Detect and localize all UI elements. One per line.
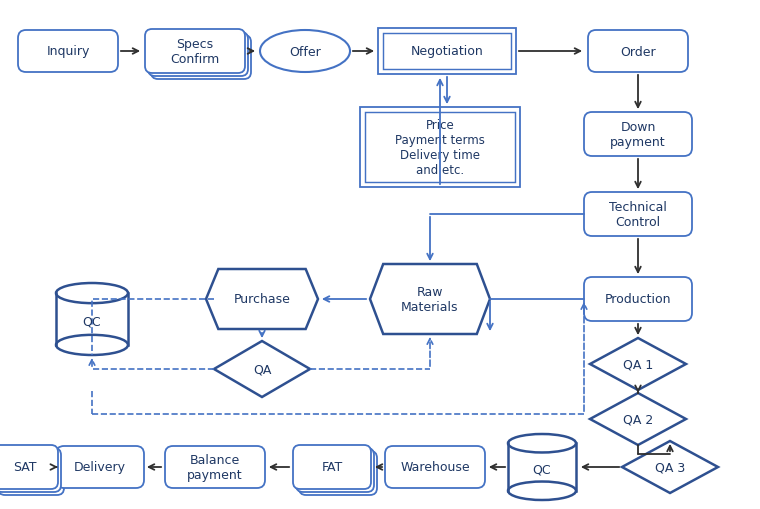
Text: Technical
Control: Technical Control: [609, 201, 667, 229]
Polygon shape: [590, 393, 686, 445]
Bar: [508, 443, 576, 491]
FancyBboxPatch shape: [165, 446, 265, 488]
FancyBboxPatch shape: [56, 446, 144, 488]
Text: Balance
payment: Balance payment: [187, 453, 242, 481]
Polygon shape: [370, 265, 490, 334]
FancyBboxPatch shape: [584, 277, 692, 321]
Text: QA 2: QA 2: [623, 413, 653, 426]
FancyBboxPatch shape: [584, 113, 692, 157]
Ellipse shape: [508, 482, 576, 500]
FancyBboxPatch shape: [584, 192, 692, 237]
Text: Price
Payment terms
Delivery time
and etc.: Price Payment terms Delivery time and et…: [395, 119, 485, 177]
Text: Negotiation: Negotiation: [410, 45, 483, 59]
Text: Delivery: Delivery: [74, 461, 126, 473]
Text: Offer: Offer: [289, 45, 321, 59]
Ellipse shape: [56, 335, 128, 355]
FancyBboxPatch shape: [299, 451, 377, 495]
Bar: [56, 294, 128, 345]
FancyBboxPatch shape: [0, 451, 64, 495]
FancyBboxPatch shape: [588, 31, 688, 73]
FancyBboxPatch shape: [0, 448, 61, 492]
Text: Warehouse: Warehouse: [401, 461, 470, 473]
Bar: [383, 34, 511, 70]
Text: QA: QA: [253, 363, 271, 376]
Text: QC: QC: [83, 315, 101, 328]
FancyBboxPatch shape: [0, 445, 58, 489]
Text: QA 3: QA 3: [655, 461, 685, 473]
FancyBboxPatch shape: [385, 446, 485, 488]
Bar: [365, 113, 515, 183]
FancyBboxPatch shape: [151, 36, 251, 80]
Text: Production: Production: [605, 293, 671, 306]
Ellipse shape: [56, 284, 128, 303]
Ellipse shape: [260, 31, 350, 73]
Text: Raw
Materials: Raw Materials: [401, 286, 459, 314]
Polygon shape: [622, 441, 718, 493]
Ellipse shape: [508, 434, 576, 453]
Bar: [378, 29, 516, 75]
Bar: [360, 108, 520, 188]
Text: Purchase: Purchase: [233, 293, 290, 306]
FancyBboxPatch shape: [293, 445, 371, 489]
Text: FAT: FAT: [321, 461, 343, 473]
Text: Specs
Confirm: Specs Confirm: [170, 38, 220, 66]
Text: Inquiry: Inquiry: [46, 45, 90, 59]
FancyBboxPatch shape: [18, 31, 118, 73]
FancyBboxPatch shape: [145, 30, 245, 74]
FancyBboxPatch shape: [296, 448, 374, 492]
Polygon shape: [206, 269, 318, 329]
Text: Down
payment: Down payment: [610, 121, 666, 149]
Text: Order: Order: [620, 45, 656, 59]
Polygon shape: [214, 342, 310, 397]
Text: QC: QC: [533, 463, 551, 475]
Text: SAT: SAT: [13, 461, 36, 473]
FancyBboxPatch shape: [148, 33, 248, 77]
Text: QA 1: QA 1: [623, 358, 653, 371]
Polygon shape: [590, 338, 686, 390]
